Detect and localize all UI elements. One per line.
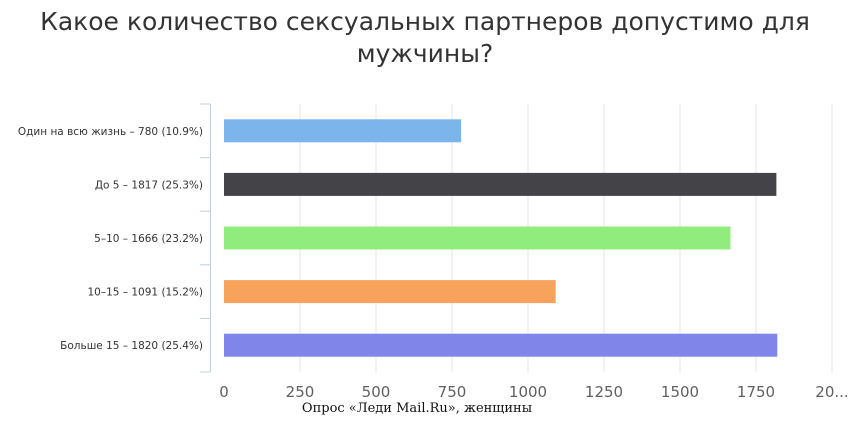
x-tick-label: 20... [815,383,848,401]
x-tick-label: 1000 [509,383,547,401]
chart-title: Какое количество сексуальных партнеров д… [0,6,850,70]
category-label: 10–15 – 1091 (15.2%) [87,287,203,299]
category-label: 5–10 – 1666 (23.2%) [94,233,203,245]
bar [224,226,731,250]
x-tick-label: 500 [362,383,391,401]
x-tick-label: 250 [286,383,315,401]
chart-title-line2: мужчины? [356,39,494,68]
x-tick-label: 0 [219,383,229,401]
chart-title-line1: Какое количество сексуальных партнеров д… [40,7,810,36]
bar [224,333,778,357]
x-tick-label: 1500 [661,383,699,401]
category-label: Больше 15 – 1820 (25.4%) [60,340,203,352]
category-label: Один на всю жизнь – 780 (10.9%) [18,126,203,138]
x-tick-label: 750 [438,383,467,401]
bar [224,119,462,143]
source-caption: Опрос «Леди Mail.Ru», женщины [301,401,533,416]
x-tick-label: 1250 [585,383,623,401]
bar [224,280,556,304]
category-label: До 5 – 1817 (25.3%) [95,179,203,191]
bar [224,172,777,196]
x-tick-label: 1750 [737,383,775,401]
